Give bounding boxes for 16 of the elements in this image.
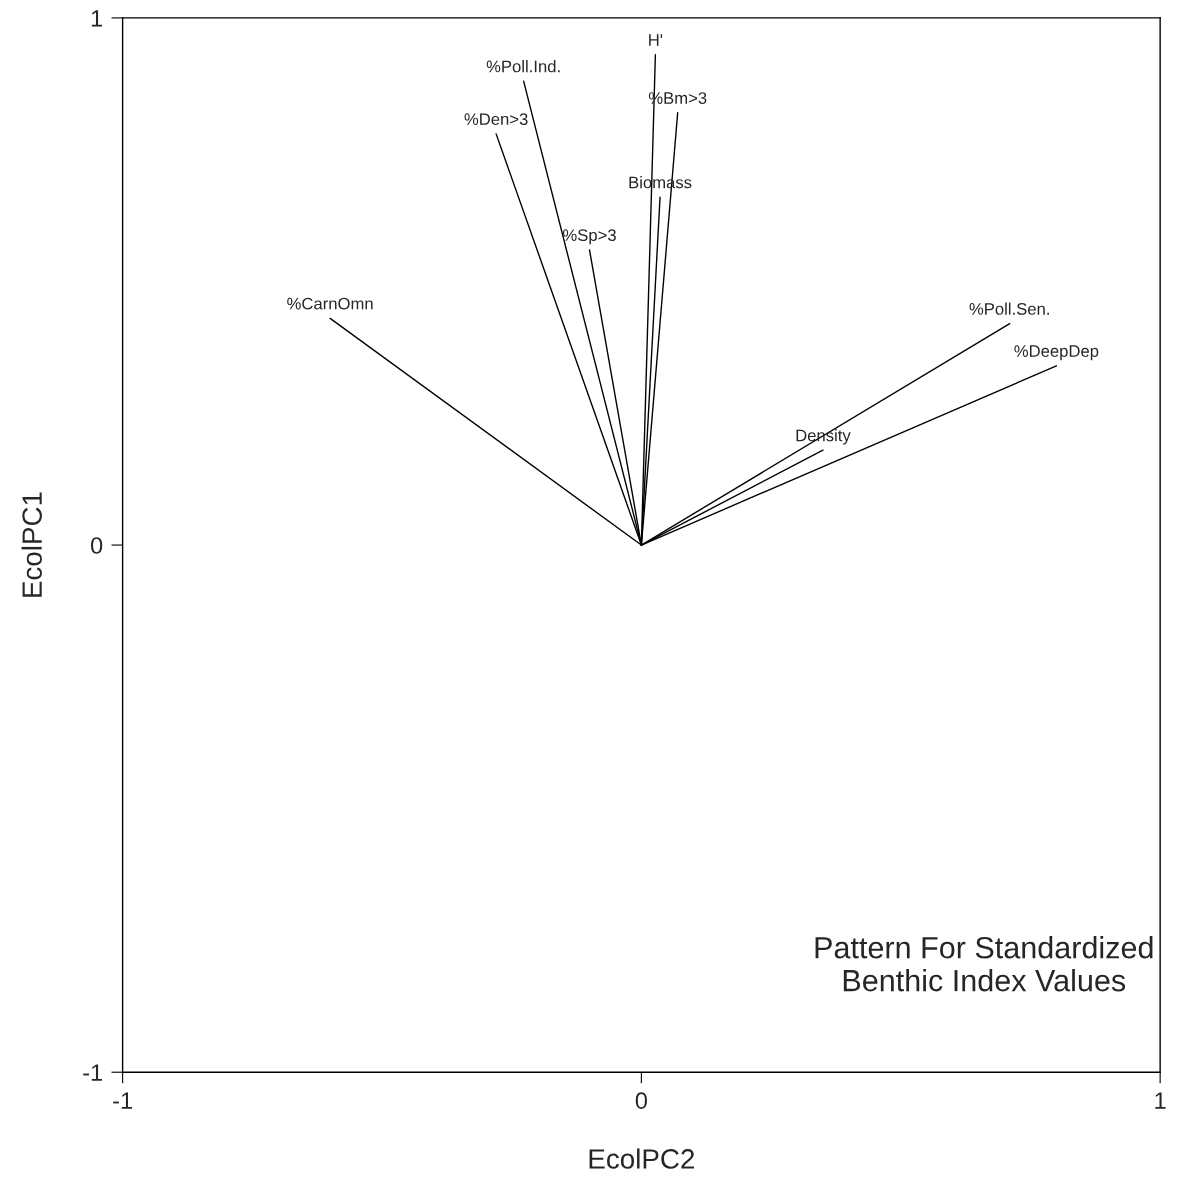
x-tick-label: -1 bbox=[113, 1092, 132, 1109]
x-axis-title: EcolPC2 bbox=[589, 1148, 695, 1169]
series-label: %DeepDep bbox=[1014, 345, 1099, 361]
series-label: %Den>3 bbox=[464, 113, 528, 126]
y-axis-title: EcolPC1 bbox=[21, 492, 42, 597]
annotation: Pattern For Standardized Benthic Index Values bbox=[815, 936, 1153, 992]
series-label: %Poll.Sen. bbox=[969, 302, 1049, 315]
x-tick-label: 1 bbox=[1155, 1092, 1166, 1109]
x-tick-label: 0 bbox=[635, 1092, 648, 1109]
series-label: %Poll.Ind. bbox=[486, 60, 560, 73]
y-tick-label: 1 bbox=[91, 10, 103, 27]
series-label: %CarnOmn bbox=[287, 297, 373, 310]
y-tick-label: -1 bbox=[83, 1064, 103, 1081]
series-label: %Sp>3 bbox=[562, 229, 616, 245]
series-label: H' bbox=[649, 34, 663, 46]
y-tick-label: 0 bbox=[90, 537, 103, 554]
